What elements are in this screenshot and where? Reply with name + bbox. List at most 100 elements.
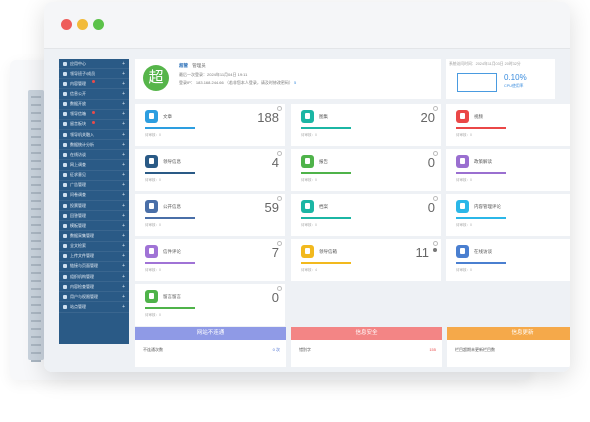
sidebar-item[interactable]: 内容管理 +: [59, 79, 129, 90]
sidebar-item[interactable]: 留言板块 +: [59, 120, 129, 130]
expand-plus-icon[interactable]: +: [122, 182, 125, 189]
card-edit-icon[interactable]: [277, 151, 282, 156]
expand-plus-icon[interactable]: +: [122, 293, 125, 300]
minimize-window-button[interactable]: [77, 19, 88, 30]
sidebar-item[interactable]: 上传文件管理 +: [59, 252, 129, 262]
sidebar-item[interactable]: 信息公开 +: [59, 89, 129, 100]
sidebar-item[interactable]: 广告管理 +: [59, 181, 129, 191]
expand-plus-icon[interactable]: +: [122, 243, 125, 250]
card-edit-icon[interactable]: [277, 241, 282, 246]
expand-plus-icon[interactable]: +: [122, 101, 125, 108]
maximize-window-button[interactable]: [93, 19, 104, 30]
expand-plus-icon[interactable]: +: [122, 263, 125, 270]
sidebar-item[interactable]: 链接与页面管理 +: [59, 262, 129, 272]
sidebar-item[interactable]: 全文检索 +: [59, 242, 129, 252]
content-card[interactable]: 留言留言 0 待审核：0: [135, 284, 285, 326]
sidebar-item[interactable]: 问卷调查 +: [59, 191, 129, 201]
sidebar-item[interactable]: 领导信箱 +: [59, 110, 129, 120]
sidebar-item[interactable]: 组织机构管理 +: [59, 272, 129, 283]
expand-plus-icon[interactable]: +: [122, 253, 125, 260]
card-count[interactable]: 20: [420, 110, 435, 125]
content-card[interactable]: 政策解读 待审核：0: [446, 149, 570, 191]
content-card[interactable]: 领导信息 4 待审核：0: [135, 149, 285, 191]
expand-plus-icon[interactable]: +: [122, 80, 125, 87]
content-card[interactable]: 领导信箱 11 待审核：4: [291, 239, 441, 281]
sidebar-item[interactable]: 领导班子/成员 +: [59, 69, 129, 80]
card-divider: [145, 307, 195, 309]
card-count[interactable]: 7: [271, 245, 279, 260]
expand-plus-icon[interactable]: +: [122, 283, 125, 290]
panel-row-value[interactable]: 0 次: [272, 347, 280, 352]
expand-plus-icon[interactable]: +: [122, 172, 125, 179]
expand-plus-icon[interactable]: +: [122, 232, 125, 239]
card-count[interactable]: 188: [257, 110, 279, 125]
expand-plus-icon[interactable]: +: [122, 90, 125, 97]
sidebar-item[interactable]: 数据统计分析 +: [59, 140, 129, 151]
content-card[interactable]: 报告 0 待审核：0: [291, 149, 441, 191]
menu-item-icon: [63, 264, 67, 269]
sidebar-item[interactable]: 征求意见 +: [59, 171, 129, 181]
expand-plus-icon[interactable]: +: [122, 70, 125, 77]
sidebar-item[interactable]: 站点管理 +: [59, 302, 129, 313]
content-card[interactable]: 信件评论 7 待审核：0: [135, 239, 285, 281]
sidebar-item[interactable]: 数据采集管理 +: [59, 231, 129, 242]
card-pending: 待审核：0: [145, 223, 161, 227]
sidebar-item[interactable]: 在线访谈 +: [59, 150, 129, 161]
content-card[interactable]: 档案 0 待审核：0: [291, 194, 441, 236]
content-card[interactable]: 文章 188 待审核：0: [135, 104, 285, 146]
card-count[interactable]: 59: [264, 200, 279, 215]
sidebar-item[interactable]: 投票管理 +: [59, 201, 129, 212]
expand-plus-icon[interactable]: +: [122, 131, 125, 138]
expand-plus-icon[interactable]: +: [122, 192, 125, 199]
panel-row-value[interactable]: 155: [429, 347, 436, 352]
content-card[interactable]: 内容管理评论 待审核：0: [446, 194, 570, 236]
close-window-button[interactable]: [61, 19, 72, 30]
info-icon[interactable]: [433, 248, 437, 252]
card-edit-icon[interactable]: [433, 151, 438, 156]
sidebar-item[interactable]: 内容检查管理 +: [59, 282, 129, 293]
expand-plus-icon[interactable]: +: [122, 60, 125, 67]
expand-plus-icon[interactable]: +: [122, 121, 125, 128]
expand-plus-icon[interactable]: +: [122, 222, 125, 229]
card-edit-icon[interactable]: [277, 106, 282, 111]
card-title: 内容管理评论: [474, 204, 501, 209]
content-card[interactable]: 公开信息 59 待审核：0: [135, 194, 285, 236]
sidebar-item[interactable]: 数据开放 +: [59, 100, 129, 110]
card-count[interactable]: 0: [427, 200, 435, 215]
expand-plus-icon[interactable]: +: [122, 111, 125, 118]
card-count[interactable]: 11: [415, 245, 430, 260]
sidebar-item[interactable]: 模板管理 +: [59, 221, 129, 232]
card-pending: 待审核：0: [145, 178, 161, 182]
expand-plus-icon[interactable]: +: [122, 303, 125, 310]
expand-plus-icon[interactable]: +: [122, 141, 125, 148]
menu-item-icon: [63, 294, 67, 299]
content-card[interactable]: 视频 待审核：0: [446, 104, 570, 146]
expand-plus-icon[interactable]: +: [122, 161, 125, 168]
card-edit-icon[interactable]: [277, 196, 282, 201]
login-count[interactable]: 5: [293, 80, 297, 85]
card-count[interactable]: 4: [271, 155, 279, 170]
card-count[interactable]: 0: [427, 155, 435, 170]
sidebar-item[interactable]: 领导机关融入 +: [59, 130, 129, 141]
expand-plus-icon[interactable]: +: [122, 202, 125, 209]
sidebar-item[interactable]: 网上调查 +: [59, 160, 129, 171]
expand-plus-icon[interactable]: +: [122, 273, 125, 280]
sidebar-item[interactable]: 回答管理 +: [59, 211, 129, 222]
card-count[interactable]: 0: [271, 290, 279, 305]
content-card[interactable]: 图集 20 待审核：0: [291, 104, 441, 146]
panel-title: 网站不连通: [135, 327, 286, 340]
expand-plus-icon[interactable]: +: [122, 212, 125, 219]
sidebar-item-label: 留言板块: [70, 121, 86, 127]
card-edit-icon[interactable]: [277, 286, 282, 291]
profile-name-line: 超管 管理员: [179, 63, 206, 69]
expand-plus-icon[interactable]: +: [122, 151, 125, 158]
content-card[interactable]: 在线访谈 待审核：0: [446, 239, 570, 281]
menu-item-icon: [63, 142, 67, 147]
card-edit-icon[interactable]: [433, 241, 438, 246]
user-name[interactable]: 超管: [179, 63, 188, 68]
sidebar-item[interactable]: 应用中心 +: [59, 59, 129, 70]
card-edit-icon[interactable]: [433, 106, 438, 111]
card-pending: 待审核：0: [301, 223, 317, 227]
sidebar-item[interactable]: 用户与权限管理 +: [59, 292, 129, 303]
card-edit-icon[interactable]: [433, 196, 438, 201]
